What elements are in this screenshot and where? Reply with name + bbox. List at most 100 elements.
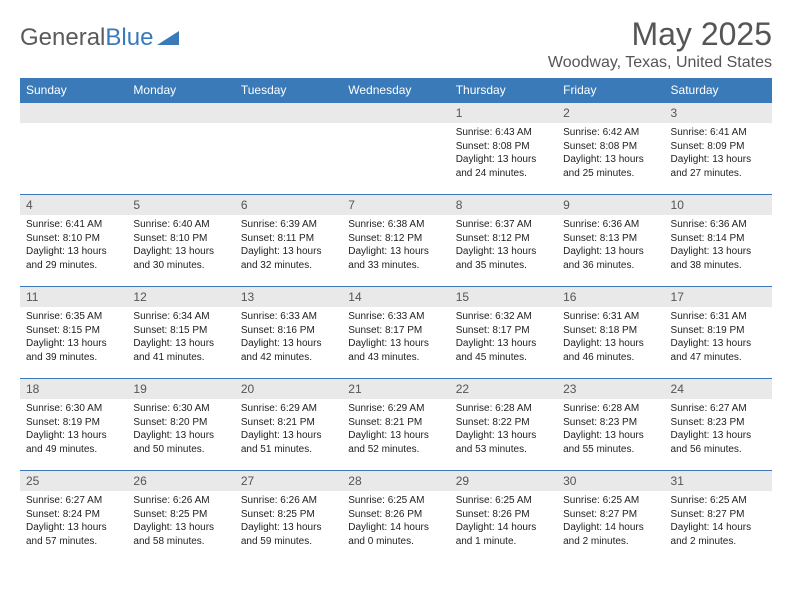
sunset-text: Sunset: 8:08 PM [563,140,658,154]
day-number: 2 [557,103,664,123]
weekday-header: Sunday [20,78,127,103]
sunset-text: Sunset: 8:25 PM [241,508,336,522]
sunset-text: Sunset: 8:19 PM [671,324,766,338]
day-details: Sunrise: 6:31 AMSunset: 8:18 PMDaylight:… [557,307,664,368]
day-details: Sunrise: 6:31 AMSunset: 8:19 PMDaylight:… [665,307,772,368]
day-details [20,123,127,130]
sunset-text: Sunset: 8:10 PM [26,232,121,246]
day-details: Sunrise: 6:26 AMSunset: 8:25 PMDaylight:… [235,491,342,552]
calendar-week-row: 1Sunrise: 6:43 AMSunset: 8:08 PMDaylight… [20,103,772,195]
sunrise-text: Sunrise: 6:26 AM [241,494,336,508]
day-details: Sunrise: 6:27 AMSunset: 8:24 PMDaylight:… [20,491,127,552]
calendar-day-cell: 30Sunrise: 6:25 AMSunset: 8:27 PMDayligh… [557,471,664,563]
sunset-text: Sunset: 8:21 PM [241,416,336,430]
daylight-text: Daylight: 13 hours and 42 minutes. [241,337,336,364]
daylight-text: Daylight: 13 hours and 47 minutes. [671,337,766,364]
daylight-text: Daylight: 13 hours and 56 minutes. [671,429,766,456]
sunrise-text: Sunrise: 6:25 AM [348,494,443,508]
day-number: 25 [20,471,127,491]
day-number: 5 [127,195,234,215]
sunrise-text: Sunrise: 6:33 AM [241,310,336,324]
day-details: Sunrise: 6:32 AMSunset: 8:17 PMDaylight:… [450,307,557,368]
sunset-text: Sunset: 8:20 PM [133,416,228,430]
calendar-day-cell: 10Sunrise: 6:36 AMSunset: 8:14 PMDayligh… [665,195,772,287]
day-details: Sunrise: 6:29 AMSunset: 8:21 PMDaylight:… [235,399,342,460]
sunrise-text: Sunrise: 6:29 AM [241,402,336,416]
sunset-text: Sunset: 8:10 PM [133,232,228,246]
calendar-day-cell: 20Sunrise: 6:29 AMSunset: 8:21 PMDayligh… [235,379,342,471]
sunrise-text: Sunrise: 6:32 AM [456,310,551,324]
sunrise-text: Sunrise: 6:43 AM [456,126,551,140]
day-number: 10 [665,195,772,215]
day-number [235,103,342,123]
sunrise-text: Sunrise: 6:28 AM [563,402,658,416]
sunset-text: Sunset: 8:27 PM [671,508,766,522]
sunset-text: Sunset: 8:17 PM [348,324,443,338]
daylight-text: Daylight: 13 hours and 25 minutes. [563,153,658,180]
daylight-text: Daylight: 13 hours and 41 minutes. [133,337,228,364]
sunset-text: Sunset: 8:18 PM [563,324,658,338]
logo-triangle-icon [157,24,179,52]
day-number: 7 [342,195,449,215]
daylight-text: Daylight: 13 hours and 30 minutes. [133,245,228,272]
weekday-header: Thursday [450,78,557,103]
calendar-day-cell [342,103,449,195]
daylight-text: Daylight: 13 hours and 45 minutes. [456,337,551,364]
calendar-day-cell: 2Sunrise: 6:42 AMSunset: 8:08 PMDaylight… [557,103,664,195]
sunrise-text: Sunrise: 6:41 AM [26,218,121,232]
calendar-day-cell: 18Sunrise: 6:30 AMSunset: 8:19 PMDayligh… [20,379,127,471]
daylight-text: Daylight: 13 hours and 35 minutes. [456,245,551,272]
calendar-day-cell: 26Sunrise: 6:26 AMSunset: 8:25 PMDayligh… [127,471,234,563]
daylight-text: Daylight: 13 hours and 32 minutes. [241,245,336,272]
sunrise-text: Sunrise: 6:31 AM [671,310,766,324]
day-details: Sunrise: 6:35 AMSunset: 8:15 PMDaylight:… [20,307,127,368]
calendar-day-cell: 29Sunrise: 6:25 AMSunset: 8:26 PMDayligh… [450,471,557,563]
calendar-day-cell [235,103,342,195]
calendar-week-row: 11Sunrise: 6:35 AMSunset: 8:15 PMDayligh… [20,287,772,379]
day-details: Sunrise: 6:36 AMSunset: 8:13 PMDaylight:… [557,215,664,276]
day-number: 3 [665,103,772,123]
sunset-text: Sunset: 8:27 PM [563,508,658,522]
sunrise-text: Sunrise: 6:30 AM [26,402,121,416]
sunset-text: Sunset: 8:13 PM [563,232,658,246]
day-details: Sunrise: 6:41 AMSunset: 8:10 PMDaylight:… [20,215,127,276]
day-details: Sunrise: 6:41 AMSunset: 8:09 PMDaylight:… [665,123,772,184]
day-number: 1 [450,103,557,123]
day-number: 15 [450,287,557,307]
sunset-text: Sunset: 8:08 PM [456,140,551,154]
day-number: 17 [665,287,772,307]
daylight-text: Daylight: 14 hours and 1 minute. [456,521,551,548]
day-number: 26 [127,471,234,491]
daylight-text: Daylight: 13 hours and 43 minutes. [348,337,443,364]
day-details [342,123,449,130]
sunrise-text: Sunrise: 6:35 AM [26,310,121,324]
day-number: 6 [235,195,342,215]
day-details: Sunrise: 6:25 AMSunset: 8:27 PMDaylight:… [557,491,664,552]
sunset-text: Sunset: 8:14 PM [671,232,766,246]
sunrise-text: Sunrise: 6:38 AM [348,218,443,232]
day-details: Sunrise: 6:39 AMSunset: 8:11 PMDaylight:… [235,215,342,276]
sunset-text: Sunset: 8:26 PM [348,508,443,522]
sunset-text: Sunset: 8:26 PM [456,508,551,522]
day-details: Sunrise: 6:42 AMSunset: 8:08 PMDaylight:… [557,123,664,184]
daylight-text: Daylight: 13 hours and 55 minutes. [563,429,658,456]
calendar-day-cell: 21Sunrise: 6:29 AMSunset: 8:21 PMDayligh… [342,379,449,471]
day-details: Sunrise: 6:29 AMSunset: 8:21 PMDaylight:… [342,399,449,460]
daylight-text: Daylight: 13 hours and 58 minutes. [133,521,228,548]
sunrise-text: Sunrise: 6:25 AM [456,494,551,508]
location-text: Woodway, Texas, United States [548,54,772,72]
sunset-text: Sunset: 8:23 PM [671,416,766,430]
day-details: Sunrise: 6:27 AMSunset: 8:23 PMDaylight:… [665,399,772,460]
sunrise-text: Sunrise: 6:26 AM [133,494,228,508]
day-details: Sunrise: 6:25 AMSunset: 8:26 PMDaylight:… [342,491,449,552]
calendar-day-cell: 24Sunrise: 6:27 AMSunset: 8:23 PMDayligh… [665,379,772,471]
day-details [235,123,342,130]
month-title: May 2025 [548,18,772,50]
day-number: 21 [342,379,449,399]
calendar-day-cell: 19Sunrise: 6:30 AMSunset: 8:20 PMDayligh… [127,379,234,471]
day-details: Sunrise: 6:37 AMSunset: 8:12 PMDaylight:… [450,215,557,276]
brand-logo: GeneralBlue [20,18,179,52]
day-number [342,103,449,123]
sunrise-text: Sunrise: 6:42 AM [563,126,658,140]
day-number: 16 [557,287,664,307]
